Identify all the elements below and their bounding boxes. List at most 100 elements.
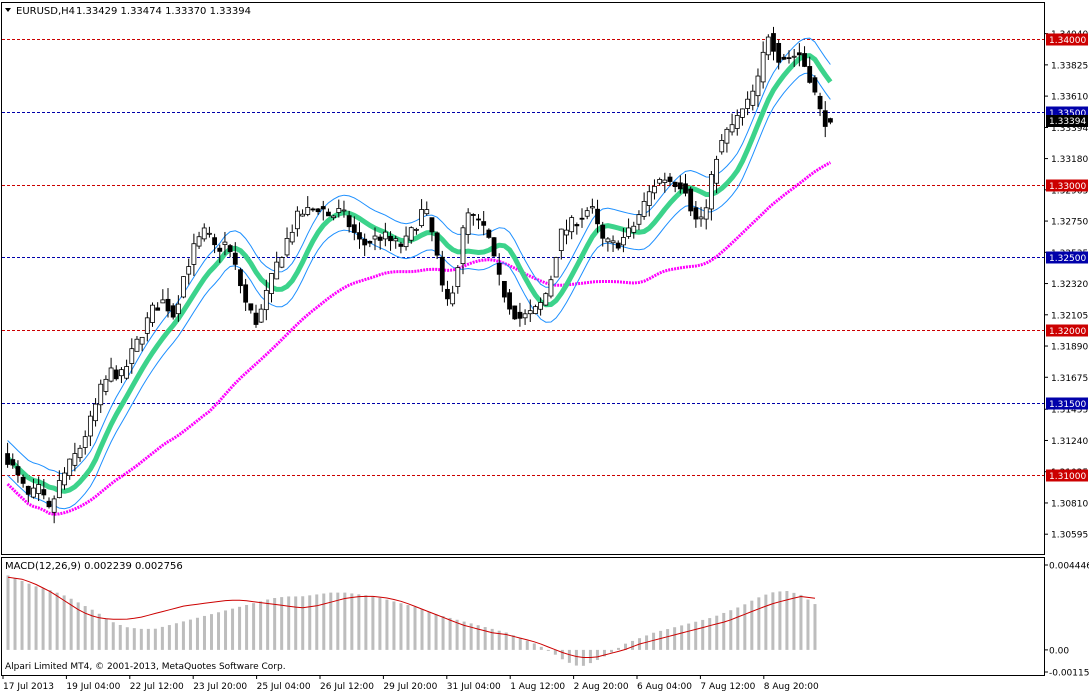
candle-body <box>362 238 368 246</box>
candle-body <box>481 221 487 226</box>
lower-band-line <box>7 72 831 510</box>
candle-body <box>558 228 564 251</box>
candle-body <box>708 174 714 210</box>
candle-body <box>698 216 704 220</box>
candle-body <box>398 243 404 247</box>
macd-bar <box>343 592 347 650</box>
time-tick-label: 19 Jul 04:00 <box>66 682 120 692</box>
macd-bar <box>188 619 192 650</box>
macd-bar <box>301 596 305 650</box>
candle-body <box>289 231 295 243</box>
candle-body <box>341 209 347 212</box>
macd-bar <box>511 635 515 650</box>
current-price-tag <box>1046 115 1088 127</box>
time-tick-label: 2 Aug 20:00 <box>574 682 629 692</box>
macd-bar <box>97 613 101 650</box>
candle-body <box>491 237 497 257</box>
candle-body <box>160 299 166 304</box>
candle-body <box>305 207 311 215</box>
level-tag-label: 1.33000 <box>1049 182 1086 192</box>
time-tick-label: 26 Jul 12:00 <box>320 682 374 692</box>
macd-tick-label: -0.001158 <box>1049 669 1089 679</box>
candle-body <box>631 225 637 233</box>
time-tick-label: 31 Jul 04:00 <box>447 682 501 692</box>
level-tag-label: 1.31000 <box>1049 472 1086 482</box>
candle-body <box>129 348 135 364</box>
price-tick-label: 1.32105 <box>1051 311 1088 321</box>
macd-bar <box>715 615 719 650</box>
candle-body <box>734 115 740 129</box>
candle-body <box>274 261 280 280</box>
slow-ma-line <box>6 161 832 516</box>
candle-body <box>569 217 575 233</box>
candle-body <box>119 369 124 377</box>
candle-body <box>652 185 657 194</box>
candle-body <box>103 378 109 392</box>
price-tick-label: 1.31455 <box>1051 406 1088 416</box>
macd-bar <box>694 621 698 650</box>
ma-line <box>5 53 833 494</box>
macd-panel-frame <box>1 557 1045 676</box>
candle-body <box>284 238 290 256</box>
macd-bar <box>62 595 66 650</box>
dropdown-triangle-icon[interactable] <box>5 8 11 12</box>
macd-bar <box>132 628 136 650</box>
candle-body <box>36 484 42 494</box>
macd-bar <box>750 600 754 650</box>
macd-bar <box>350 593 354 650</box>
macd-bar <box>652 632 656 650</box>
candle-body <box>683 183 688 194</box>
macd-signal <box>7 576 816 658</box>
time-axis: 17 Jul 2013 19 Jul 04:00 22 Jul 12:00 23 Ju… <box>2 675 819 692</box>
candle-body <box>56 480 62 499</box>
candle-body <box>170 305 176 318</box>
candle-body <box>621 237 626 246</box>
macd-signal-line <box>7 576 816 658</box>
macd-bar <box>181 621 185 650</box>
level-tag <box>1046 324 1088 337</box>
macd-bar <box>146 628 150 650</box>
macd-bar <box>308 595 312 650</box>
candle-body <box>41 489 47 496</box>
macd-bar <box>231 608 235 650</box>
candle-body <box>501 280 507 298</box>
candle-body <box>300 213 305 217</box>
price-tick-label: 1.31240 <box>1051 437 1088 447</box>
macd-bar <box>371 596 375 650</box>
macd-bar <box>69 598 73 650</box>
macd-bar <box>104 618 108 650</box>
candle-body <box>191 243 197 265</box>
candle-body <box>377 236 383 241</box>
candle-body <box>776 42 782 63</box>
candle-body <box>144 317 150 334</box>
macd-bar <box>631 640 635 650</box>
macd-bar <box>539 646 543 650</box>
candle-body <box>693 207 699 220</box>
macd-bar <box>315 594 319 650</box>
macd-bar <box>245 604 249 650</box>
macd-bar <box>336 592 340 650</box>
candle-body <box>667 176 673 182</box>
candle-body <box>243 284 249 303</box>
candle-body <box>98 383 104 406</box>
macd-bar <box>210 614 213 650</box>
candlestick-series[interactable] <box>5 26 833 524</box>
candle-body <box>476 218 481 221</box>
price-tick-label: 1.33825 <box>1051 61 1088 71</box>
candle-body <box>817 95 823 110</box>
envelope-bands <box>7 37 831 510</box>
candle-body <box>791 55 797 58</box>
macd-histogram <box>6 575 817 666</box>
candle-body <box>755 75 761 97</box>
moving-average <box>5 53 833 494</box>
macd-bar <box>153 628 157 650</box>
candle-body <box>584 210 590 217</box>
candle-body <box>496 262 502 275</box>
candle-body <box>771 33 776 52</box>
macd-bar <box>118 624 122 650</box>
level-tag <box>1046 251 1088 264</box>
candle-body <box>595 208 600 225</box>
candle-body <box>175 303 181 315</box>
candle-body <box>439 256 445 286</box>
